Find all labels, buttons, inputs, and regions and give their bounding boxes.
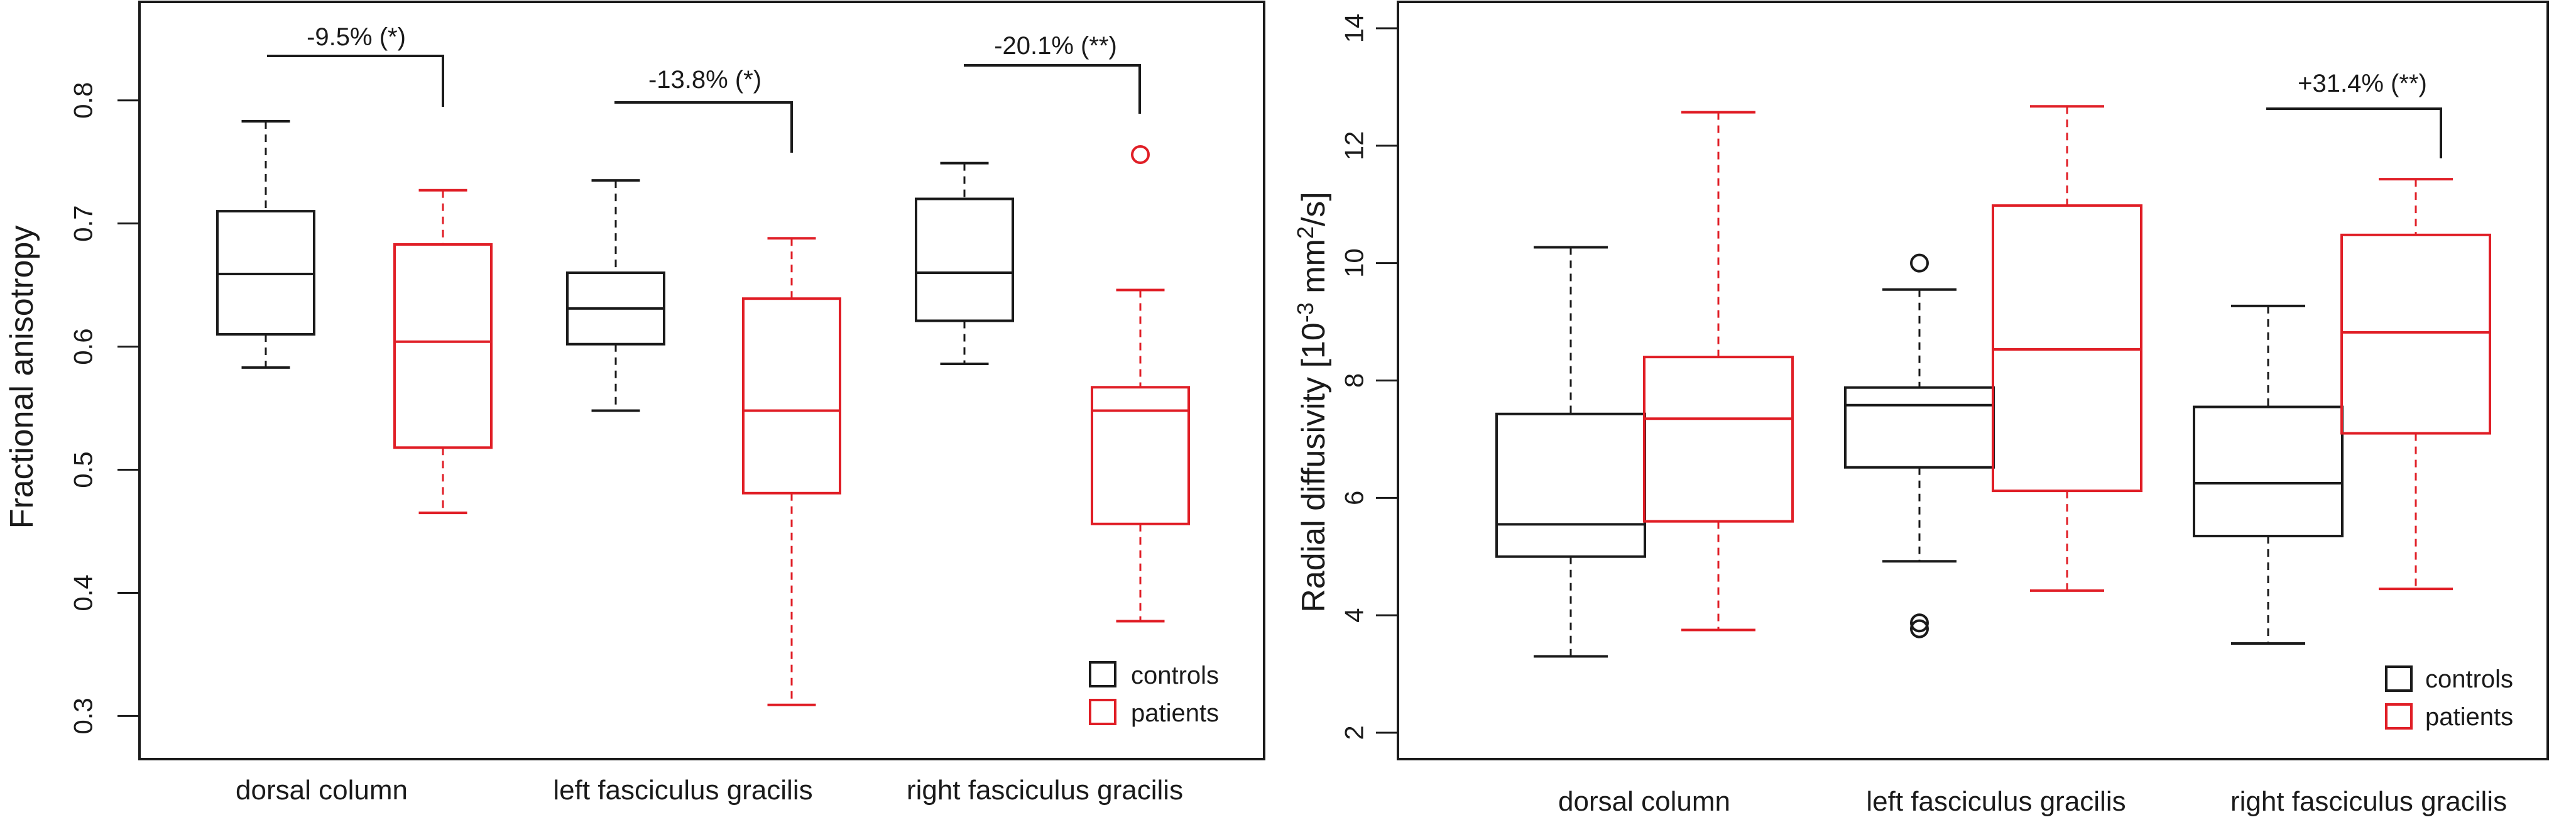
rd-x-label: left fasciculus gracilis [1866, 786, 2126, 817]
rd-x-label: dorsal column [1558, 786, 1730, 817]
fa-outlier-point [1131, 145, 1150, 164]
fa-y-tick-label: 0.7 [68, 205, 98, 241]
fa-box-controls [915, 161, 1014, 366]
rd-annotation-bracket: +31.4% (**) [2266, 70, 2442, 158]
fa-y-tick: 0.6 [68, 328, 139, 365]
fa-boxes [216, 120, 1190, 706]
rd-annotations: +31.4% (**) [2266, 70, 2442, 158]
rd-legend: controls patients [2385, 665, 2513, 731]
fa-legend-label-patients: patients [1131, 699, 1219, 727]
rd-box-patients [2340, 178, 2491, 591]
fa-annotation-label: -9.5% (*) [307, 23, 406, 51]
rd-legend-label-controls: controls [2425, 665, 2513, 693]
fa-y-tick-label: 0.6 [68, 328, 98, 364]
rd-iqr-box [1844, 386, 1995, 469]
rd-y-tick-label: 6 [1340, 491, 1369, 505]
fa-annotation-bracket: -13.8% (*) [614, 66, 793, 153]
fa-iqr-box [1091, 386, 1190, 525]
rd-y-axis-label-part: /s] [1296, 192, 1332, 226]
fa-x-label: right fasciculus gracilis [907, 775, 1183, 806]
fa-x-label: dorsal column [236, 775, 408, 806]
fa-annotation-bracket: -9.5% (*) [267, 23, 444, 107]
rd-y-tick: 6 [1340, 491, 1398, 505]
rd-y-axis-label-sup: -3 [1292, 302, 1318, 322]
fa-panel: 0.3 0.4 0.5 0.6 0.7 0.8 Fractional aniso… [4, 1, 1265, 806]
rd-y-tick-label: 4 [1340, 608, 1369, 622]
rd-box-patients [1643, 111, 1794, 632]
rd-y-tick: 2 [1340, 725, 1398, 740]
rd-iqr-box [2193, 405, 2344, 538]
rd-annotation-label: +31.4% (**) [2298, 70, 2427, 97]
rd-iqr-box [2340, 233, 2491, 435]
rd-y-tick-label: 12 [1340, 131, 1369, 160]
rd-outlier-point [1910, 619, 1929, 638]
fa-box-patients [1091, 145, 1190, 623]
fa-annotation-bracket: -20.1% (**) [964, 32, 1141, 114]
fa-y-tick-label: 0.5 [68, 451, 98, 488]
fa-x-labels: dorsal column left fasciculus gracilis r… [236, 775, 1183, 806]
fa-annotation-label: -13.8% (*) [648, 66, 761, 94]
rd-y-tick: 4 [1340, 608, 1398, 623]
rd-y-tick: 10 [1340, 248, 1398, 278]
fa-y-tick: 0.7 [68, 205, 139, 242]
fa-iqr-box [393, 243, 493, 449]
rd-box-controls [1495, 246, 1646, 658]
fa-y-axis-label: Fractional anisotropy [4, 226, 40, 529]
fa-plot-frame [138, 1, 1265, 760]
fa-box-patients [742, 237, 841, 706]
rd-y-axis-label-part: mm [1296, 239, 1332, 302]
rd-y-axis-label-sup: 2 [1292, 226, 1318, 239]
fa-legend-label-controls: controls [1131, 662, 1219, 689]
fa-box-controls [566, 179, 665, 412]
rd-y-tick-label: 10 [1340, 248, 1369, 278]
rd-legend-key-patients [2385, 703, 2413, 730]
rd-legend-label-patients: patients [2425, 703, 2513, 731]
rd-x-labels: dorsal column left fasciculus gracilis r… [1558, 786, 2507, 817]
fa-y-tick-label: 0.8 [68, 82, 98, 119]
fa-y-tick: 0.4 [68, 574, 139, 611]
fa-annotations: -9.5% (*) -13.8% (*) -20.1% (**) [267, 23, 1141, 153]
rd-iqr-box [1495, 412, 1646, 558]
rd-box-controls [1844, 253, 1995, 638]
fa-legend: controls patients [1089, 661, 1219, 727]
rd-y-tick: 12 [1340, 131, 1398, 160]
fa-y-tick-label: 0.4 [68, 574, 98, 611]
fa-box-controls [216, 120, 315, 369]
rd-outlier-point [1910, 253, 1929, 273]
rd-box-controls [2193, 304, 2344, 645]
rd-panel: 2 4 6 8 10 12 14 Radial diffusivity [10-… [1292, 1, 2549, 817]
rd-y-ticks: 2 4 6 8 10 12 14 [1340, 14, 1398, 740]
fa-y-tick: 0.5 [68, 451, 139, 488]
fa-y-tick: 0.3 [68, 698, 139, 735]
rd-y-tick-label: 8 [1340, 373, 1369, 388]
rd-box-patients [1992, 105, 2142, 592]
rd-y-tick: 8 [1340, 373, 1398, 388]
fa-iqr-box [915, 197, 1014, 322]
fa-y-tick-label: 0.3 [68, 698, 98, 734]
rd-y-tick-label: 2 [1340, 725, 1369, 740]
rd-boxes [1495, 105, 2491, 658]
fa-annotation-label: -20.1% (**) [994, 32, 1117, 60]
fa-legend-key-patients [1089, 699, 1116, 725]
fa-x-label: left fasciculus gracilis [553, 775, 812, 806]
fa-iqr-box [742, 297, 841, 495]
rd-y-tick-label: 14 [1340, 14, 1369, 43]
fa-box-patients [393, 189, 493, 515]
rd-y-axis-label-part: Radial diffusivity [10 [1296, 322, 1332, 613]
rd-y-axis-label: Radial diffusivity [10-3 mm2/s] [1292, 192, 1332, 613]
rd-y-tick: 14 [1340, 14, 1398, 43]
fa-legend-key-controls [1089, 661, 1116, 687]
fa-y-ticks: 0.3 0.4 0.5 0.6 0.7 0.8 [68, 82, 139, 735]
rd-iqr-box [1643, 356, 1794, 523]
rd-legend-key-controls [2385, 665, 2413, 692]
fa-y-tick: 0.8 [68, 82, 139, 119]
rd-outlier-point [1910, 613, 1929, 633]
rd-x-label: right fasciculus gracilis [2230, 786, 2507, 817]
